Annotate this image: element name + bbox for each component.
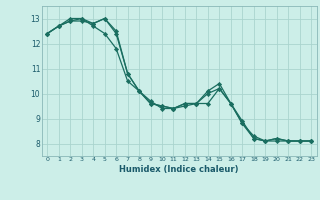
- X-axis label: Humidex (Indice chaleur): Humidex (Indice chaleur): [119, 165, 239, 174]
